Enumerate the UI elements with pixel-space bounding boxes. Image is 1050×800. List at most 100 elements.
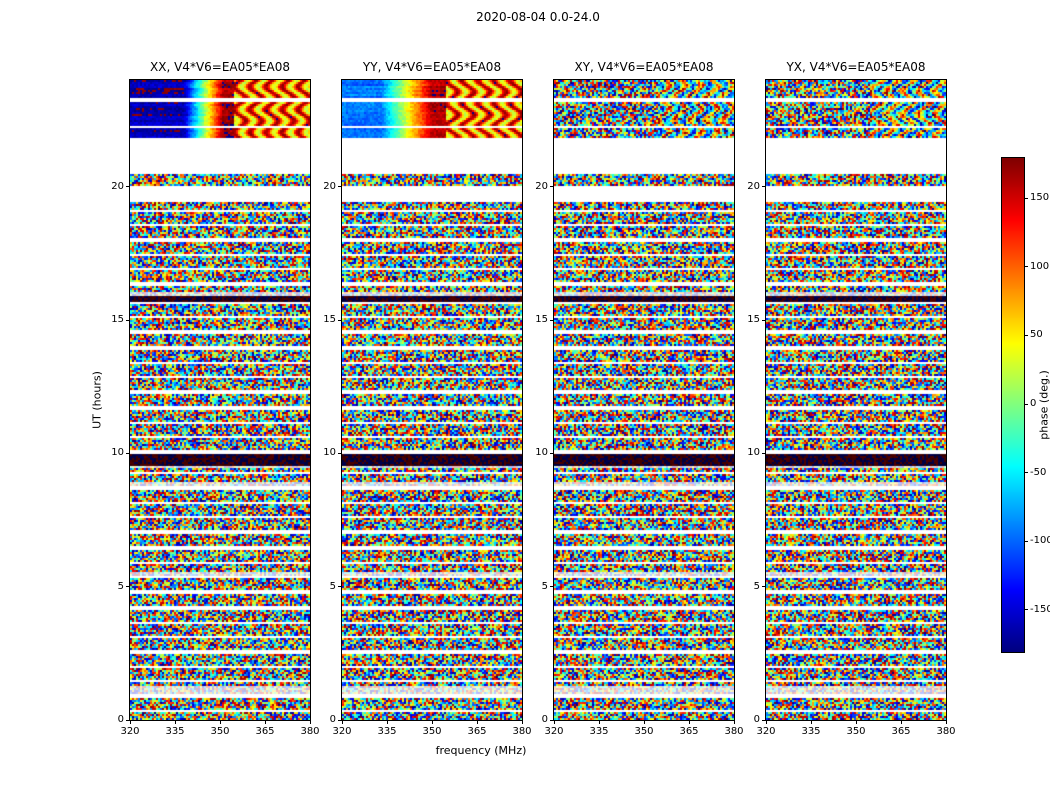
y-tick-mark xyxy=(550,319,554,321)
y-tick-label: 0 xyxy=(329,714,336,725)
x-tick-mark xyxy=(341,720,343,724)
x-tick-label: 320 xyxy=(544,726,564,737)
y-tick-mark xyxy=(550,719,554,721)
y-tick-label: 10 xyxy=(747,447,760,459)
y-tick-label: 5 xyxy=(541,580,548,592)
x-tick-label: 380 xyxy=(512,726,532,737)
y-tick-label: 20 xyxy=(111,180,124,192)
y-tick-mark xyxy=(126,186,130,188)
panel-title-YY: YY, V4*V6=EA05*EA08 xyxy=(362,60,502,74)
y-tick-label: 5 xyxy=(117,580,124,592)
x-tick-label: 380 xyxy=(936,726,956,737)
colorbar-tick-label: 0 xyxy=(1030,398,1037,409)
y-tick-mark xyxy=(338,319,342,321)
x-tick-mark xyxy=(264,720,266,724)
y-tick-label: 15 xyxy=(535,314,548,325)
y-tick-mark xyxy=(338,186,342,188)
x-tick-mark xyxy=(174,720,176,724)
y-tick-mark xyxy=(762,452,766,454)
colorbar-tick-label: 150 xyxy=(1030,192,1050,204)
x-tick-mark xyxy=(598,720,600,724)
y-tick-label: 0 xyxy=(541,714,548,725)
y-tick-label: 10 xyxy=(111,447,124,459)
y-tick-label: 10 xyxy=(323,447,336,459)
y-tick-label: 0 xyxy=(753,714,760,725)
x-tick-mark xyxy=(765,720,767,724)
panel-title-XY: XY, V4*V6=EA05*EA08 xyxy=(574,60,714,74)
y-tick-label: 5 xyxy=(329,580,336,592)
x-tick-label: 365 xyxy=(891,726,911,737)
colorbar-tick-mark xyxy=(1024,403,1028,405)
y-tick-mark xyxy=(762,319,766,321)
panel-XY xyxy=(553,79,735,721)
y-axis-label: UT (hours) xyxy=(90,371,104,429)
x-tick-mark xyxy=(521,720,523,724)
panel-YX-heatmap xyxy=(766,80,946,720)
x-tick-mark xyxy=(431,720,433,724)
colorbar xyxy=(1001,157,1025,653)
y-tick-mark xyxy=(338,719,342,721)
x-tick-label: 350 xyxy=(210,726,230,737)
x-tick-label: 380 xyxy=(300,726,320,737)
y-tick-mark xyxy=(550,452,554,454)
x-tick-mark xyxy=(129,720,131,724)
x-tick-label: 320 xyxy=(756,726,776,737)
colorbar-tick-mark xyxy=(1024,334,1028,336)
colorbar-tick-label: -150 xyxy=(1030,603,1050,615)
x-tick-label: 350 xyxy=(422,726,442,737)
y-tick-label: 15 xyxy=(323,314,336,325)
y-tick-mark xyxy=(550,586,554,588)
x-tick-label: 365 xyxy=(255,726,275,737)
panel-XY-heatmap xyxy=(554,80,734,720)
x-tick-mark xyxy=(309,720,311,724)
y-tick-label: 10 xyxy=(535,447,548,459)
x-tick-label: 380 xyxy=(724,726,744,737)
x-tick-label: 335 xyxy=(589,726,609,737)
x-tick-mark xyxy=(733,720,735,724)
panel-XX-heatmap xyxy=(130,80,310,720)
x-tick-label: 350 xyxy=(634,726,654,737)
y-tick-label: 20 xyxy=(535,180,548,192)
y-tick-mark xyxy=(762,586,766,588)
colorbar-tick-label: -50 xyxy=(1030,466,1047,478)
y-tick-mark xyxy=(762,719,766,721)
x-tick-mark xyxy=(386,720,388,724)
x-tick-label: 320 xyxy=(332,726,352,737)
colorbar-tick-mark xyxy=(1024,472,1028,474)
x-tick-label: 320 xyxy=(120,726,140,737)
x-tick-mark xyxy=(810,720,812,724)
panel-YY-heatmap xyxy=(342,80,522,720)
y-tick-mark xyxy=(550,186,554,188)
x-tick-mark xyxy=(219,720,221,724)
x-tick-label: 335 xyxy=(801,726,821,737)
y-tick-mark xyxy=(762,186,766,188)
panel-YY xyxy=(341,79,523,721)
x-tick-label: 365 xyxy=(679,726,699,737)
x-tick-mark xyxy=(945,720,947,724)
panel-title-YX: YX, V4*V6=EA05*EA08 xyxy=(786,60,926,74)
colorbar-tick-label: 50 xyxy=(1030,329,1043,341)
y-tick-label: 5 xyxy=(753,580,760,592)
x-tick-label: 365 xyxy=(467,726,487,737)
x-tick-mark xyxy=(476,720,478,724)
y-tick-mark xyxy=(126,719,130,721)
colorbar-tick-label: 100 xyxy=(1030,260,1050,272)
colorbar-tick-label: -100 xyxy=(1030,535,1050,547)
figure-title: 2020-08-04 0.0-24.0 xyxy=(476,10,600,24)
x-tick-label: 350 xyxy=(846,726,866,737)
colorbar-tick-mark xyxy=(1024,197,1028,199)
y-tick-mark xyxy=(126,586,130,588)
y-tick-label: 0 xyxy=(117,714,124,725)
x-tick-mark xyxy=(900,720,902,724)
y-tick-mark xyxy=(338,452,342,454)
y-tick-label: 20 xyxy=(323,180,336,192)
x-tick-mark xyxy=(855,720,857,724)
y-tick-mark xyxy=(126,452,130,454)
panel-YX xyxy=(765,79,947,721)
x-axis-label: frequency (MHz) xyxy=(435,744,527,757)
x-tick-mark xyxy=(688,720,690,724)
y-tick-mark xyxy=(338,586,342,588)
x-tick-label: 335 xyxy=(377,726,397,737)
x-tick-label: 335 xyxy=(165,726,185,737)
